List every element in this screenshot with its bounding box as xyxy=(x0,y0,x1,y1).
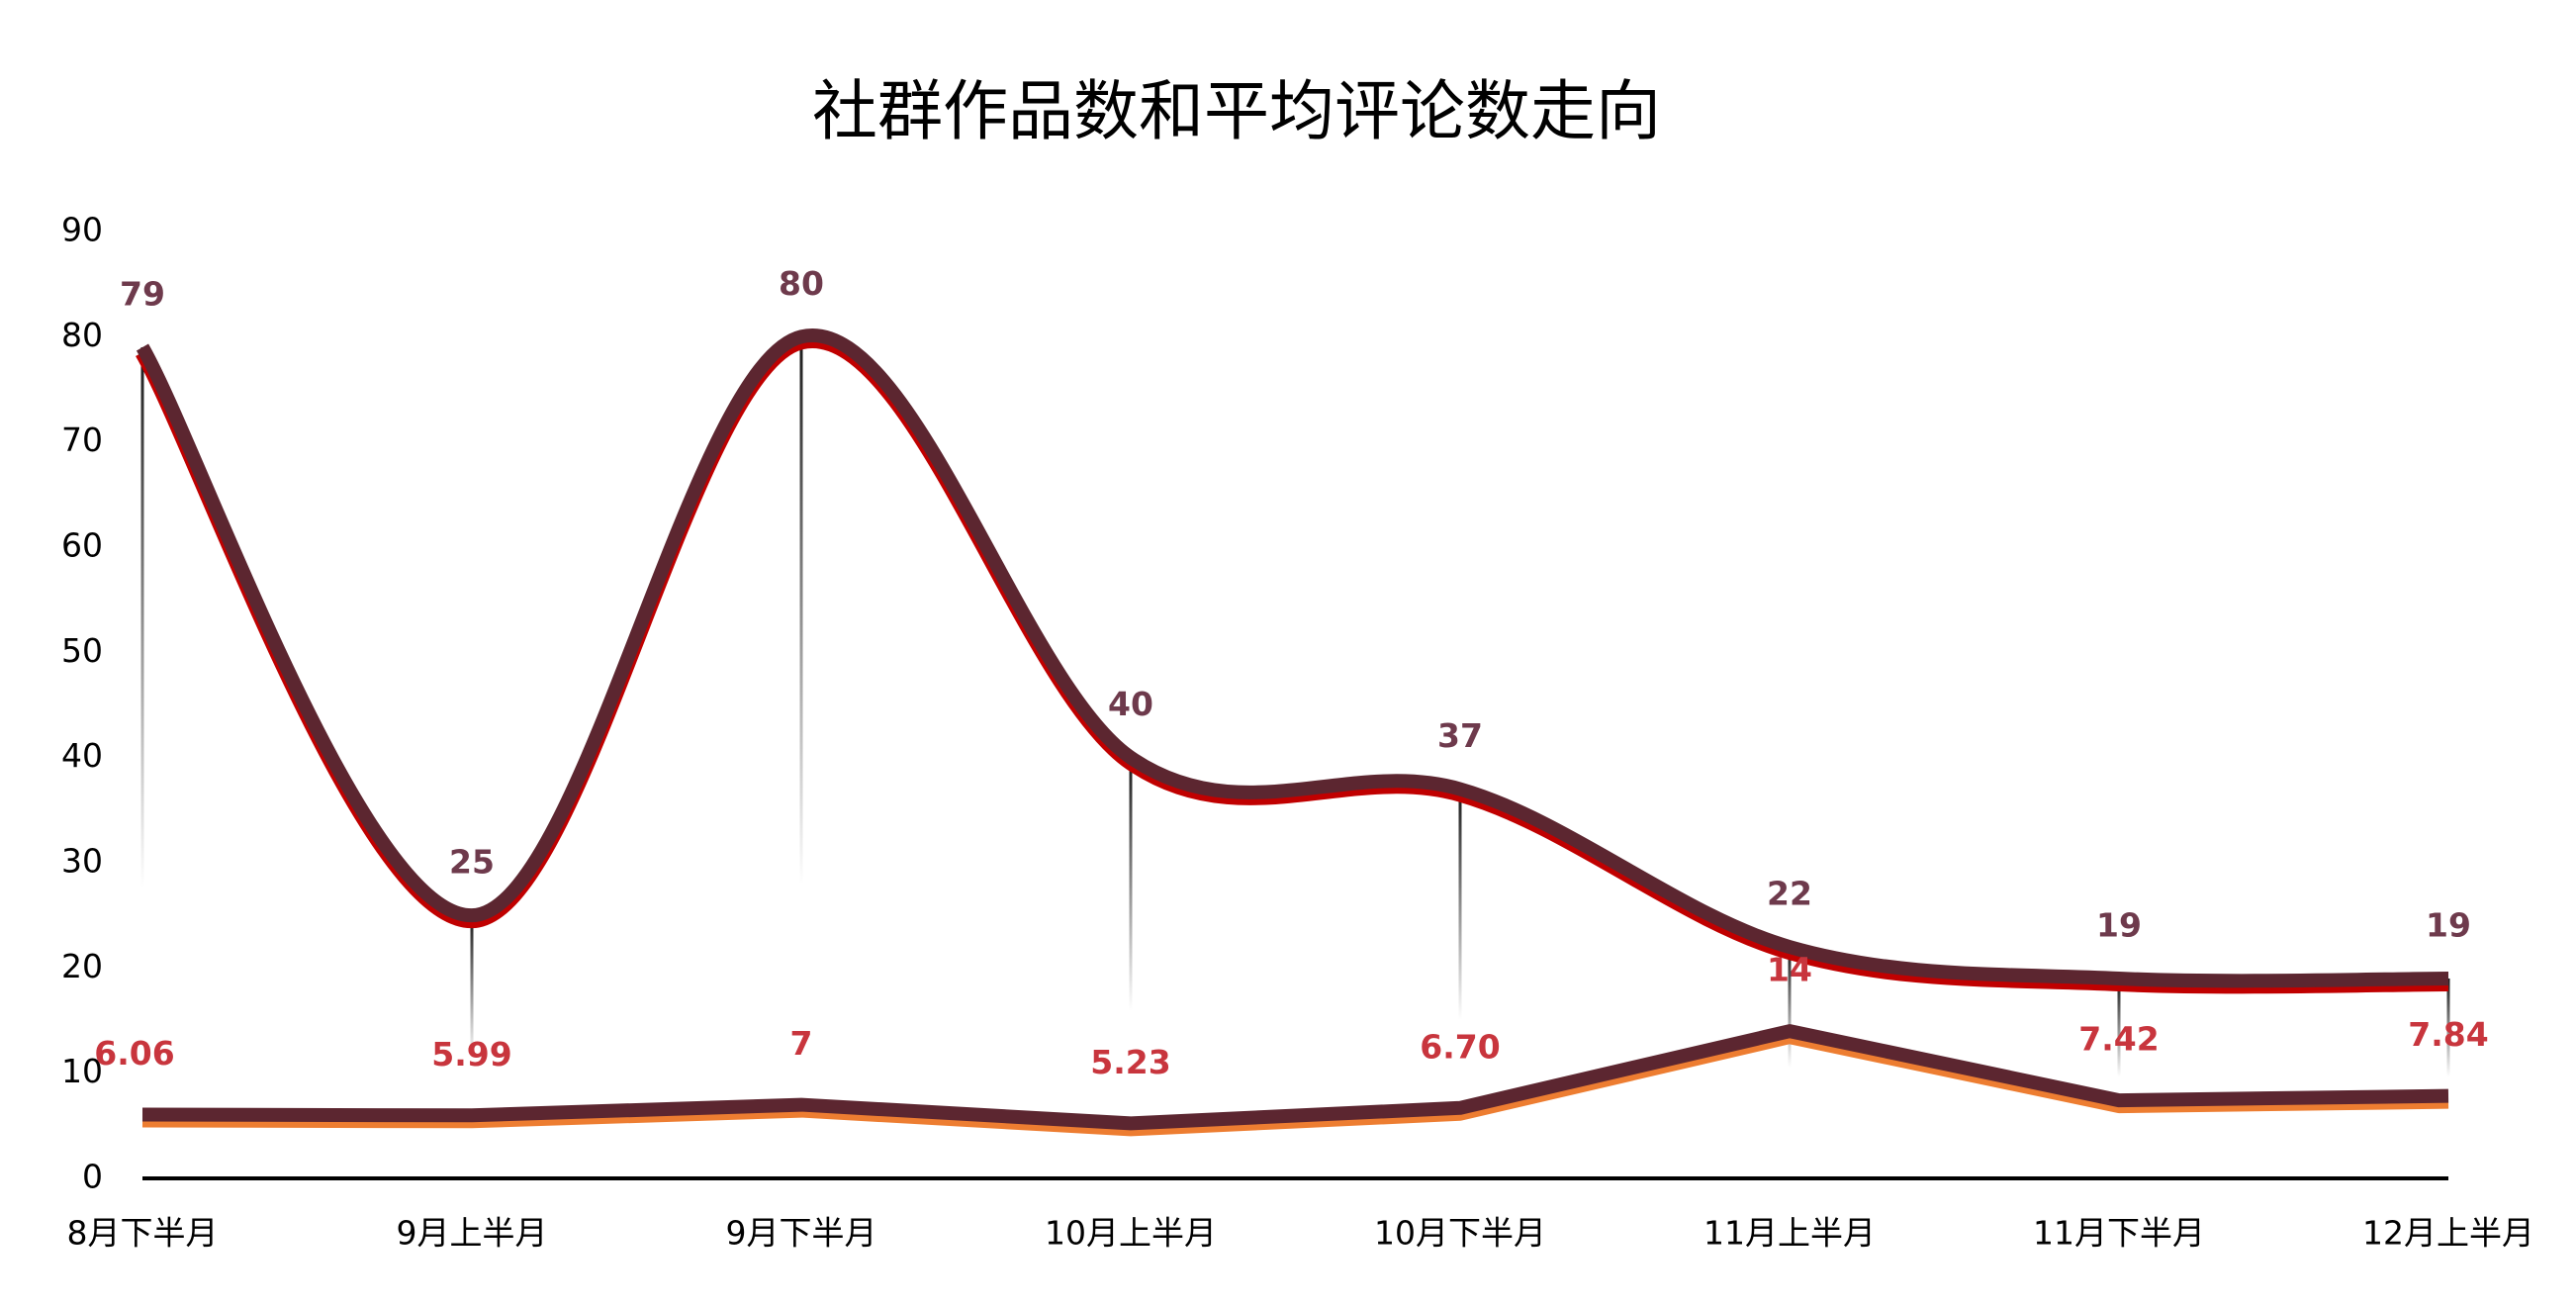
line xyxy=(136,328,2449,988)
x-tick-label: 12月上半月 xyxy=(2362,1214,2534,1253)
drop-line xyxy=(2446,978,2450,1077)
data-label: 7 xyxy=(790,1024,813,1063)
y-tick-label: 30 xyxy=(61,842,103,881)
drop-line xyxy=(140,346,144,888)
data-label: 6.06 xyxy=(94,1034,174,1073)
y-tick-label: 10 xyxy=(61,1052,103,1090)
x-tick-label: 9月下半月 xyxy=(726,1214,877,1253)
y-tick-label: 60 xyxy=(61,526,103,565)
data-label: 7.84 xyxy=(2408,1015,2488,1054)
data-label: 22 xyxy=(1767,875,1812,913)
data-label: 6.70 xyxy=(1420,1027,1500,1066)
x-tick-label: 10月上半月 xyxy=(1045,1214,1217,1253)
data-label: 80 xyxy=(779,264,824,303)
data-label: 40 xyxy=(1108,685,1153,723)
data-label: 7.42 xyxy=(2078,1020,2159,1059)
y-tick-label: 0 xyxy=(82,1158,103,1196)
data-label: 19 xyxy=(2426,905,2471,944)
drop-line xyxy=(1788,947,1792,1068)
y-tick-label: 70 xyxy=(61,420,103,459)
line xyxy=(141,1024,2449,1131)
x-tick-label: 9月上半月 xyxy=(397,1214,548,1253)
data-label: 5.23 xyxy=(1090,1043,1170,1081)
y-tick-label: 90 xyxy=(61,211,103,249)
line-edge xyxy=(136,332,2449,994)
x-tick-label: 10月下半月 xyxy=(1374,1214,1546,1253)
data-label: 19 xyxy=(2096,905,2142,944)
drop-line xyxy=(2117,978,2121,1077)
drop-line xyxy=(799,336,803,885)
drop-line xyxy=(470,915,474,1059)
y-tick-label: 80 xyxy=(61,316,103,354)
data-label: 5.99 xyxy=(431,1035,511,1074)
data-label: 14 xyxy=(1767,951,1812,989)
data-label: 25 xyxy=(449,843,495,882)
y-tick-label: 20 xyxy=(61,947,103,985)
x-tick-label: 11月上半月 xyxy=(1703,1214,1876,1253)
chart-title: 社群作品数和平均评论数走向 xyxy=(812,73,1661,149)
drop-line xyxy=(1458,789,1462,1020)
y-tick-label: 40 xyxy=(61,736,103,775)
data-label: 79 xyxy=(120,274,165,313)
y-tick-label: 50 xyxy=(61,631,103,670)
drop-line xyxy=(1129,757,1133,1011)
data-label: 37 xyxy=(1437,716,1483,755)
x-tick-label: 11月下半月 xyxy=(2033,1214,2205,1253)
x-tick-label: 8月下半月 xyxy=(67,1214,219,1253)
